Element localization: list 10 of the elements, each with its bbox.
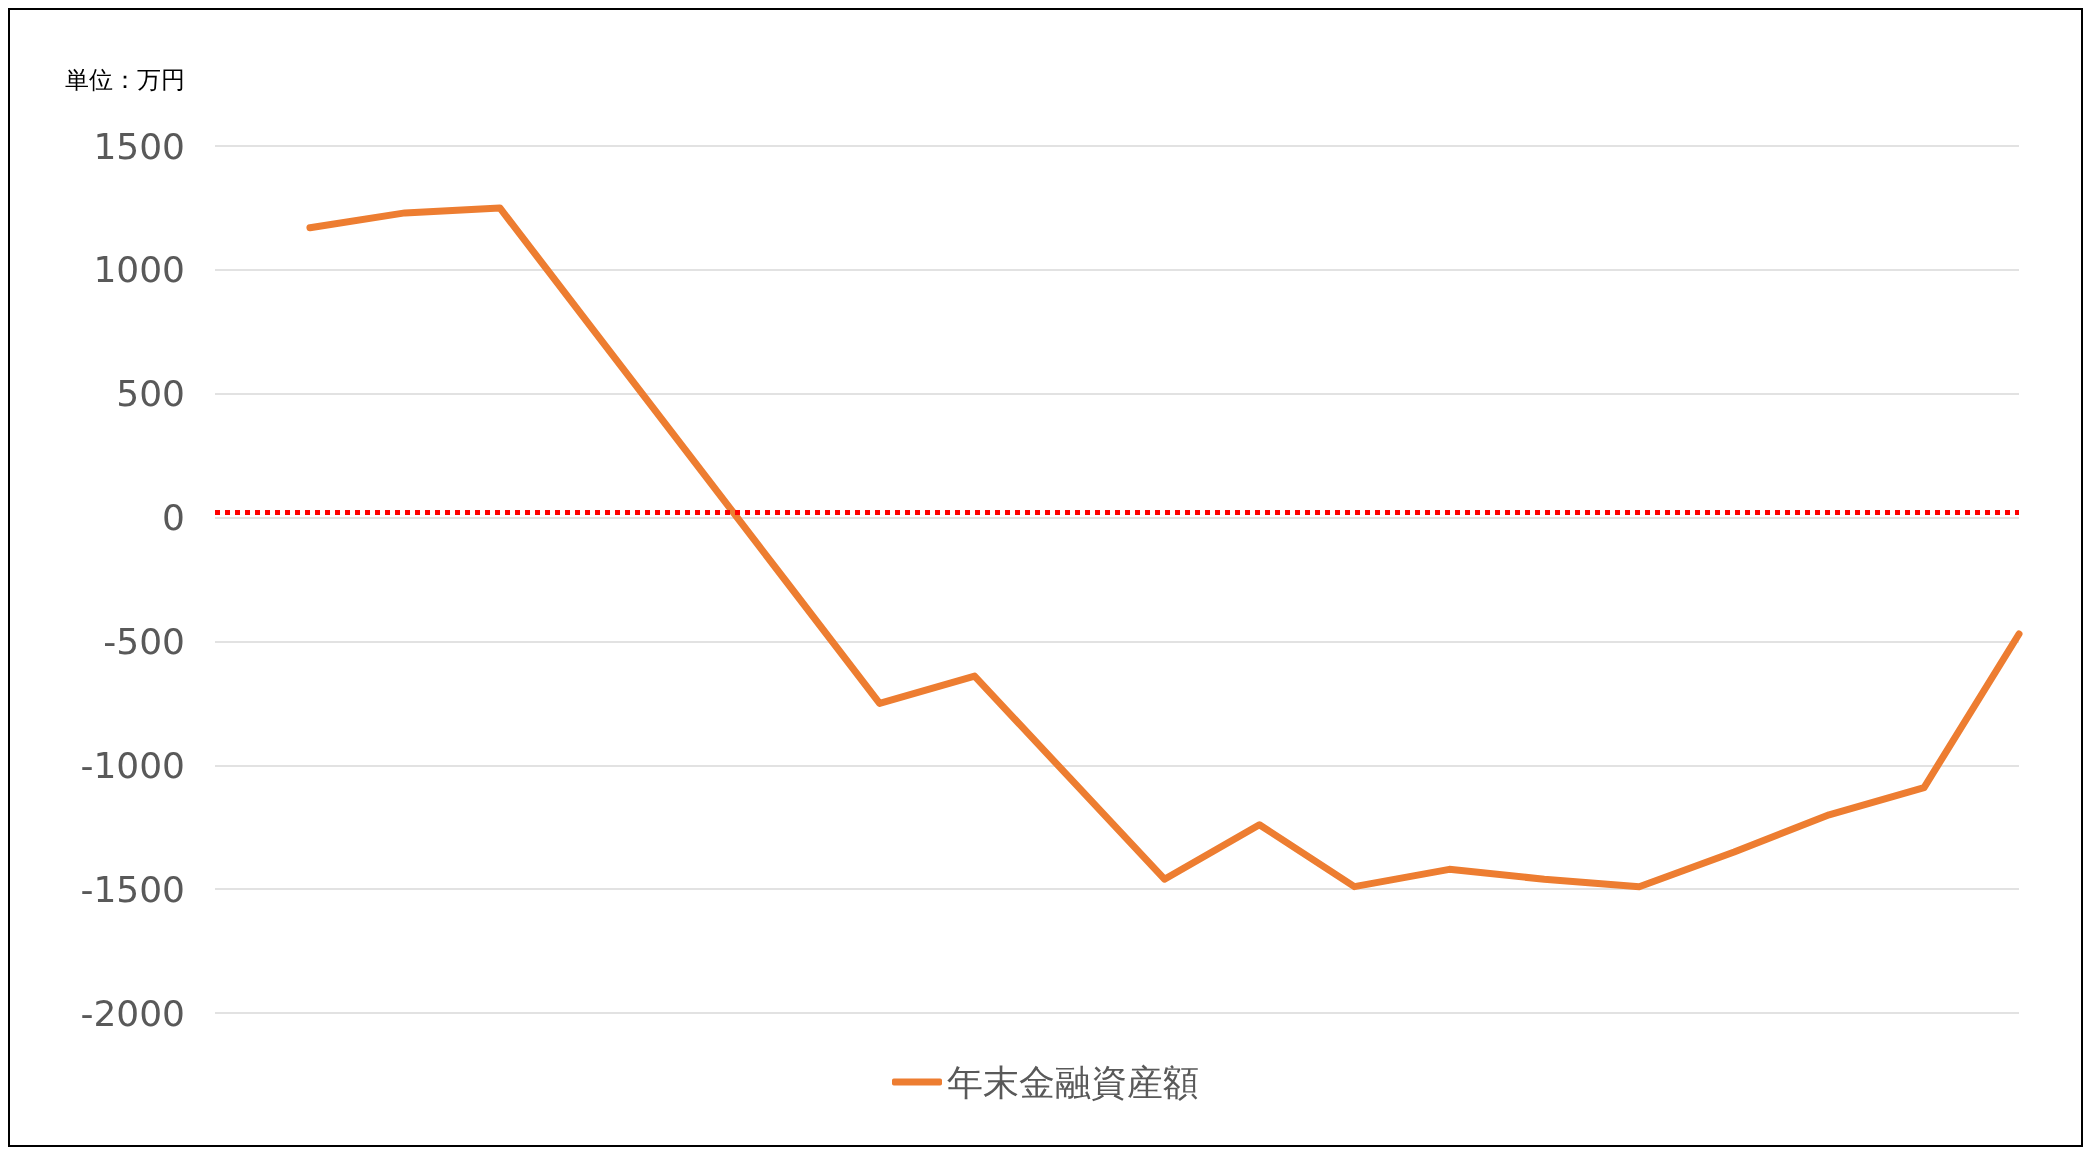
y-tick-label: 500	[116, 373, 185, 415]
y-tick-label: -2000	[80, 992, 185, 1034]
y-tick-label: 1500	[93, 125, 185, 167]
y-tick-label: -1000	[80, 744, 185, 786]
legend-label: 年末金融資産額	[947, 1061, 1199, 1103]
y-tick-label: -1500	[80, 868, 185, 910]
y-tick-label: -500	[103, 620, 185, 662]
y-tick-label: 0	[162, 497, 185, 539]
y-tick-label: 1000	[93, 249, 185, 291]
text: 単位：万円	[65, 66, 185, 94]
